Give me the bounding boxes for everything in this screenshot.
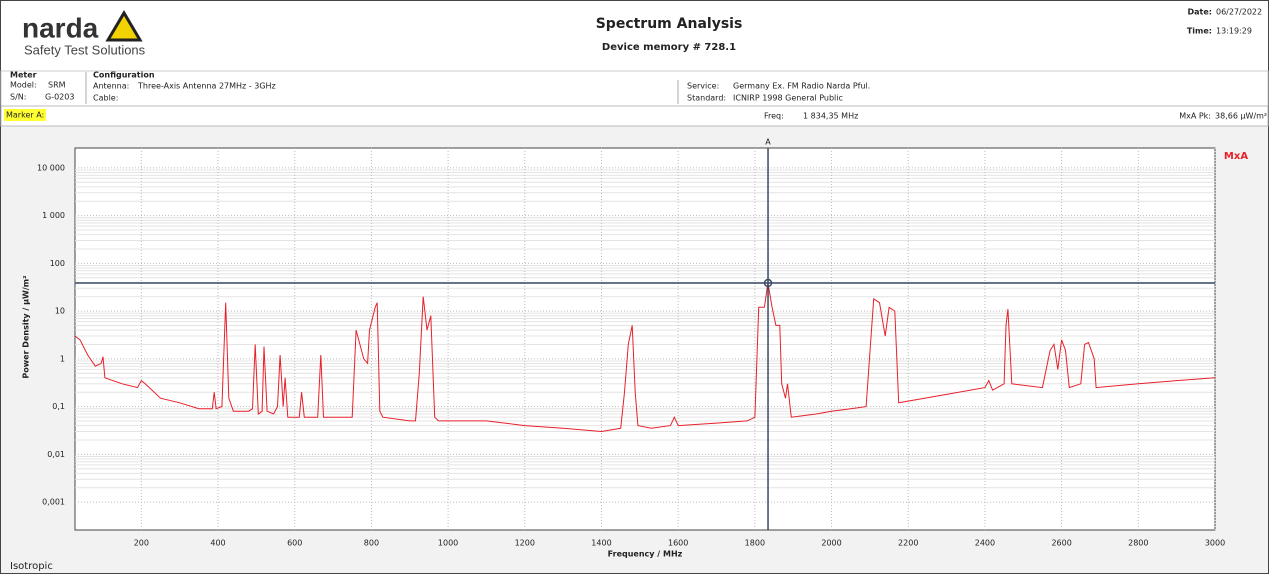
y-tick-label: 1 000: [42, 211, 65, 220]
service-label: Service:: [687, 82, 719, 91]
x-tick-label: 2800: [1128, 539, 1148, 548]
tagline: Safety Test Solutions: [24, 42, 146, 57]
x-tick-label: 1600: [668, 539, 688, 548]
service: Germany Ex. FM Radio Narda Pful.: [733, 82, 870, 91]
x-tick-label: 1200: [515, 539, 535, 548]
y-tick-label: 0,01: [47, 450, 65, 459]
plot-area: [74, 147, 1216, 531]
freq: 1 834,35 MHz: [803, 112, 858, 121]
time: 13:19:29: [1216, 27, 1252, 36]
y-tick-label: 0,001: [42, 498, 65, 507]
sn-label: S/N:: [10, 93, 26, 102]
marker-highlight: [4, 109, 46, 121]
date: 06/27/2022: [1216, 8, 1262, 17]
x-tick-label: 1400: [591, 539, 611, 548]
y-tick-label: 1: [60, 354, 65, 363]
x-tick-label: 600: [287, 539, 302, 548]
logo-triangle: [105, 10, 143, 42]
x-tick-label: 1000: [438, 539, 458, 548]
freq-label: Freq:: [764, 112, 784, 121]
x-tick-label: 2400: [975, 539, 995, 548]
y-tick-label: 10 000: [37, 163, 65, 172]
model-label: Model:: [10, 81, 37, 90]
antenna-label: Antenna:: [93, 82, 129, 91]
meter: Meter: [10, 71, 37, 80]
subtitle: Device memory # 728.1: [602, 42, 736, 53]
x-tick-label: 2600: [1051, 539, 1071, 548]
x-tick-label: 3000: [1205, 539, 1225, 548]
x-tick-label: 400: [210, 539, 225, 548]
configuration: Configuration: [93, 71, 155, 80]
x-tick-label: 1800: [745, 539, 765, 548]
marker-name: A: [765, 138, 771, 147]
x-tick-label: 2200: [898, 539, 918, 548]
y-tick-label: 100: [50, 259, 65, 268]
footer: Isotropic: [10, 561, 53, 572]
cable-label: Cable:: [93, 94, 118, 103]
time-label: Time:: [1187, 27, 1212, 36]
standard: ICNIRP 1998 General Public: [733, 94, 843, 103]
antenna: Three-Axis Antenna 27MHz - 3GHz: [137, 82, 276, 91]
legend-entry: MxA: [1224, 151, 1248, 162]
trace: [74, 282, 1216, 433]
marker-bar-bg: [0, 105, 1269, 127]
logo: narda: [22, 12, 99, 43]
x-tick-label: 800: [364, 539, 379, 548]
info-bg: [0, 70, 1269, 107]
peak-label: MxA Pk:: [1179, 112, 1211, 121]
model: SRM: [48, 81, 66, 90]
x-tick-label: 2000: [821, 539, 841, 548]
title: Spectrum Analysis: [596, 16, 743, 32]
y-tick-label: 0,1: [52, 402, 65, 411]
sn: G-0203: [45, 93, 74, 102]
standard-label: Standard:: [687, 94, 726, 103]
x-tick-label: 200: [134, 539, 149, 548]
header-bg: [1, 1, 1268, 71]
marker-label: Marker A:: [6, 111, 44, 120]
peak: 38,66 µW/m²: [1215, 112, 1267, 121]
date-label: Date:: [1188, 8, 1213, 17]
y-axis-label: Power Density / µW/m²: [22, 275, 31, 379]
x-axis-label: Frequency / MHz: [608, 550, 683, 559]
marker-point: [763, 278, 773, 288]
y-tick-label: 10: [55, 307, 65, 316]
